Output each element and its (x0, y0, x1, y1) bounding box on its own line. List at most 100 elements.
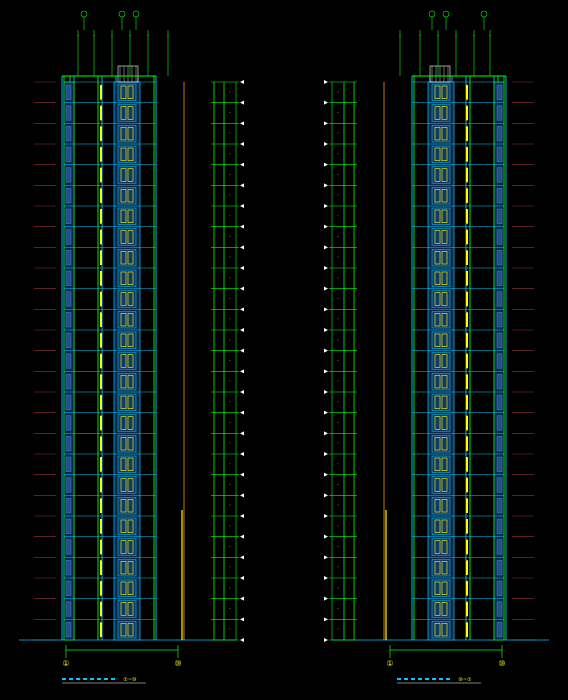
edge-window (65, 332, 72, 348)
level-dimension-tick-label: · (229, 399, 231, 404)
edge-window (65, 84, 72, 100)
level-dimension-tick-label: · (229, 565, 231, 570)
level-dimension-tick-label: · (229, 482, 231, 487)
level-dimension-tick-label: · (337, 606, 339, 611)
level-marker (324, 204, 328, 208)
window-bay (117, 621, 137, 639)
window-bay (117, 166, 137, 184)
level-marker (324, 162, 328, 167)
window-frame (434, 209, 441, 223)
edge-window (65, 188, 72, 204)
window-frame (127, 127, 134, 141)
vertical-trim (466, 519, 468, 534)
edge-window (65, 601, 72, 617)
vertical-trim (466, 250, 468, 265)
window-frame (434, 271, 441, 285)
edge-window (65, 436, 72, 452)
window-frame (120, 189, 127, 203)
window-bay (117, 476, 137, 494)
level-marker (240, 183, 244, 188)
level-marker (324, 348, 328, 353)
level-dimension-tick-label: · (229, 110, 231, 115)
edge-window (496, 84, 503, 100)
level-dimension-tick-label: · (337, 441, 339, 446)
edge-window (65, 518, 72, 534)
edge-window (65, 622, 72, 638)
title-dash (404, 678, 408, 680)
window-frame (127, 395, 134, 409)
window-frame (120, 85, 127, 99)
window-frame (120, 354, 127, 368)
window-frame (441, 581, 448, 595)
edge-window (496, 270, 503, 286)
title-axis-marker: ①~⑩ (123, 677, 137, 683)
window-frame (120, 333, 127, 347)
window-bay (431, 517, 451, 535)
window-frame (441, 292, 448, 306)
axis-end-marker: ① (386, 659, 393, 668)
window-frame (434, 85, 441, 99)
level-dimension-tick-label: · (229, 213, 231, 218)
window-bay (431, 311, 451, 329)
window-frame (441, 457, 448, 471)
edge-window (65, 250, 72, 266)
window-frame (127, 354, 134, 368)
vertical-trim (100, 147, 102, 162)
edge-window (496, 622, 503, 638)
level-dimension-tick-label: · (229, 131, 231, 136)
level-marker (324, 617, 328, 622)
edge-window (65, 229, 72, 245)
level-dimension-tick-label: · (229, 523, 231, 528)
annotation-tag: — (77, 33, 79, 37)
window-frame (127, 313, 134, 327)
window-frame (120, 251, 127, 265)
level-dimension-tick-label: · (229, 193, 231, 198)
annotation-tag: — (419, 33, 421, 37)
window-frame (434, 354, 441, 368)
window-bay (117, 435, 137, 453)
level-marker (240, 142, 244, 146)
level-marker (240, 638, 244, 642)
level-dimension-tick-label: · (337, 337, 339, 342)
vertical-trim (466, 477, 468, 493)
level-dimension-tick-label: · (337, 131, 339, 136)
title-dash (446, 678, 450, 680)
edge-window (65, 415, 72, 431)
level-marker (324, 286, 328, 291)
level-marker (240, 266, 244, 270)
window-frame (434, 478, 441, 492)
window-frame (120, 209, 127, 223)
level-marker (240, 410, 244, 415)
vertical-trim (100, 477, 102, 493)
window-frame (434, 561, 441, 575)
level-dimension-tick-label: · (337, 565, 339, 570)
window-bay (117, 559, 137, 577)
level-marker (324, 266, 328, 270)
window-frame (441, 127, 448, 141)
window-bay (431, 373, 451, 391)
window-bay (117, 393, 137, 411)
window-frame (120, 602, 127, 616)
window-bay (117, 228, 137, 246)
level-marker (240, 369, 244, 374)
level-dimension-tick-label: · (229, 606, 231, 611)
level-dimension-tick-label: · (229, 544, 231, 549)
window-frame (434, 106, 441, 120)
level-dimension-tick-label: · (337, 379, 339, 384)
window-frame (127, 106, 134, 120)
window-frame (127, 251, 134, 265)
vertical-trim (466, 209, 468, 224)
vertical-trim (100, 229, 102, 245)
window-bay (431, 476, 451, 494)
window-frame (127, 437, 134, 451)
annotation-tag: — (147, 33, 149, 37)
window-frame (120, 147, 127, 161)
edge-window (496, 456, 503, 472)
edge-window (496, 477, 503, 493)
vertical-trim (100, 353, 102, 369)
edge-window (65, 270, 72, 286)
vertical-trim (466, 147, 468, 162)
edge-window (65, 374, 72, 390)
edge-window (65, 394, 72, 410)
vertical-trim (100, 209, 102, 224)
